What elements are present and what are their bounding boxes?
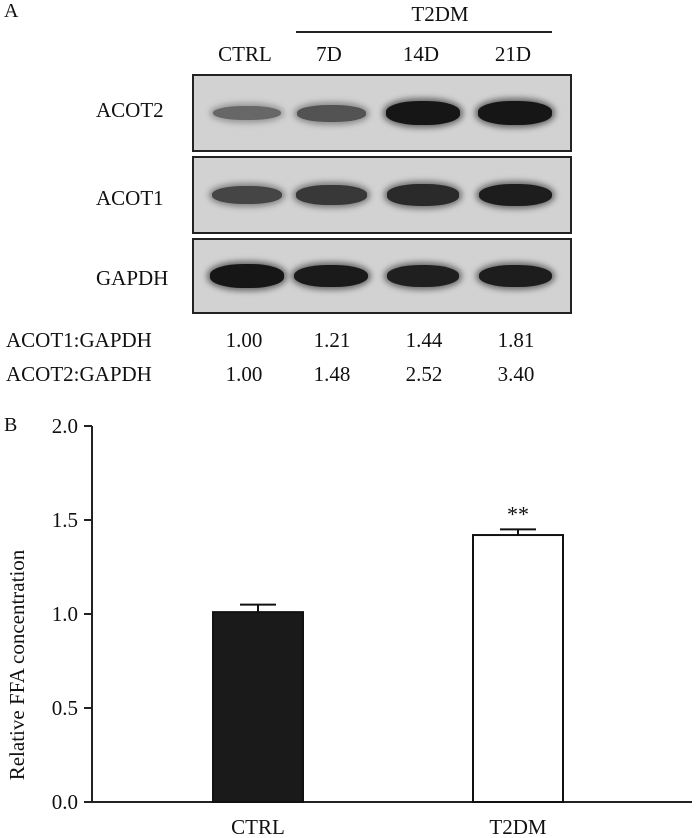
blot-band: [387, 184, 459, 206]
ratio-value: 1.00: [225, 328, 263, 352]
blot-acot1: [192, 156, 572, 234]
x-category-label: T2DM: [489, 815, 546, 838]
blot-band: [478, 101, 552, 125]
lane-header-7d: 7D: [316, 42, 342, 66]
blot-band: [386, 264, 460, 288]
blot-band: [296, 104, 366, 122]
y-tick-label: 2.0: [52, 414, 78, 438]
blot-band: [294, 264, 368, 288]
y-tick-label: 1.0: [52, 602, 78, 626]
ratio-value: 1.44: [405, 328, 443, 352]
panel-a-label: A: [4, 0, 19, 22]
group-label: T2DM: [411, 2, 469, 26]
lane-header-ctrl: CTRL: [218, 42, 272, 66]
ratio-value: 1.81: [497, 328, 535, 352]
significance-label: **: [507, 501, 529, 526]
ratio-row-acot1: ACOT1:GAPDH 1.00 1.21 1.44 1.81: [6, 328, 696, 354]
blot-acot2: [192, 74, 572, 152]
y-tick-label: 0.0: [52, 790, 78, 814]
blot-gapdh: [192, 238, 572, 314]
ratio-value: 2.52: [405, 362, 443, 386]
ratio-value: 3.40: [497, 362, 535, 386]
blot-band: [213, 105, 281, 121]
blot-label-gapdh: GAPDH: [96, 266, 169, 290]
blot-band: [210, 264, 284, 288]
blot-band: [478, 264, 552, 288]
y-tick-label: 1.5: [52, 508, 78, 532]
bar: [472, 534, 564, 803]
blot-label-acot1: ACOT1: [96, 186, 164, 210]
blot-band: [478, 183, 552, 207]
ratio-name: ACOT1:GAPDH: [6, 328, 152, 352]
blot-label-acot2: ACOT2: [96, 98, 164, 122]
ratio-name: ACOT2:GAPDH: [6, 362, 152, 386]
blot-band: [386, 101, 460, 125]
panel-b-label: B: [4, 414, 18, 436]
ratio-row-acot2: ACOT2:GAPDH 1.00 1.48 2.52 3.40: [6, 362, 696, 388]
bar: [212, 611, 304, 803]
lane-header-14d: 14D: [402, 42, 440, 66]
ffa-bar-chart: Relative FFA concentration 0.0 0.5 1.0 1.5 2…: [5, 414, 692, 838]
ratio-value: 1.00: [225, 362, 263, 386]
blot-band: [212, 185, 282, 205]
y-tick-label: 0.5: [52, 696, 78, 720]
ratio-value: 1.21: [313, 328, 351, 352]
blot-band: [295, 185, 367, 205]
lane-header-21d: 21D: [494, 42, 532, 66]
ratio-value: 1.48: [313, 362, 351, 386]
y-axis-label: Relative FFA concentration: [5, 549, 29, 780]
x-category-label: CTRL: [231, 815, 285, 838]
group-bracket-line: [296, 31, 552, 33]
